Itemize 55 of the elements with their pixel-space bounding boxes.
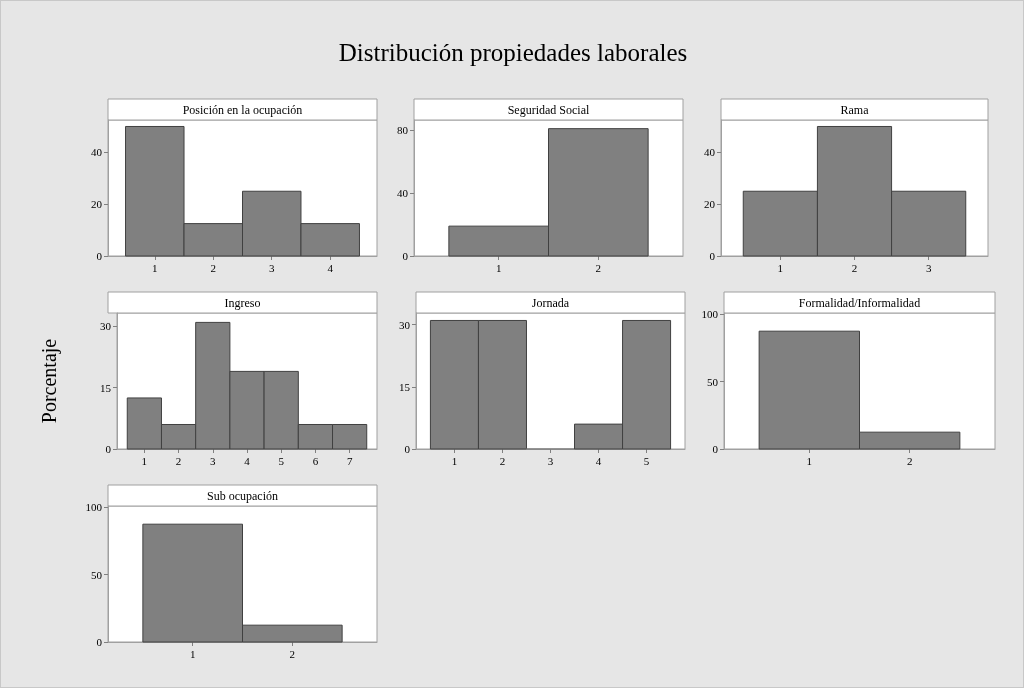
x-tick-label: 1 (495, 261, 502, 274)
y-tick-label: 0 (105, 443, 112, 455)
y-tick-label: 30 (100, 320, 112, 333)
chart-title: Rama (840, 102, 870, 117)
text: Distribución propiedades laborales (337, 39, 689, 67)
y-tick-label: 80 (397, 124, 409, 137)
chart-title: Sub ocupación (207, 488, 278, 503)
chart-title: Seguridad Social (507, 102, 590, 117)
y-tick-label: 100 (85, 501, 103, 514)
y-tick-label: 15 (399, 380, 411, 393)
x-tick-label: 1 (152, 261, 158, 274)
y-tick-label: 50 (707, 375, 719, 388)
chart-title: Formalidad/Informalidad (798, 295, 921, 310)
x-tick-label: 1 (777, 261, 784, 274)
x-tick-label: 2 (851, 261, 858, 274)
y-tick-label: 0 (96, 250, 103, 262)
chart-title: Posición en la ocupación (182, 102, 303, 117)
x-tick-label: 1 (141, 454, 148, 467)
x-tick-label: 4 (244, 454, 251, 467)
y-tick-label: 50 (91, 568, 103, 581)
y-tick-label: 0 (404, 443, 411, 455)
x-tick-label: 7 (346, 454, 353, 467)
y-tick-label: 0 (712, 443, 719, 455)
x-tick-label: 2 (289, 647, 296, 660)
y-axis-title: Porcentaje (38, 338, 61, 424)
x-tick-label: 2 (210, 261, 217, 274)
x-tick-label: 3 (210, 454, 217, 467)
y-tick-label: 100 (701, 308, 719, 321)
x-tick-label: 6 (312, 454, 319, 467)
y-tick-label: 40 (397, 187, 409, 200)
y-tick-label: 15 (100, 381, 112, 394)
y-tick-label: 0 (402, 250, 409, 262)
x-tick-label: 2 (595, 261, 602, 274)
y-tick-label: 0 (709, 250, 716, 262)
x-tick-label: 3 (925, 261, 932, 274)
x-tick-label: 1 (189, 647, 196, 660)
x-tick-label: 2 (906, 454, 913, 467)
y-tick-label: 40 (704, 146, 716, 159)
x-tick-label: 3 (268, 261, 275, 274)
x-tick-label: 3 (547, 454, 554, 467)
x-tick-label: 2 (175, 454, 182, 467)
y-tick-label: 40 (91, 146, 103, 159)
chart-title: Jornada (531, 295, 570, 310)
x-tick-label: 5 (278, 454, 285, 467)
x-tick-label: 1 (806, 454, 813, 467)
y-tick-label: 30 (399, 318, 411, 331)
y-tick-label: 20 (704, 198, 716, 211)
x-tick-label: 4 (595, 454, 602, 467)
y-tick-label: 20 (91, 198, 103, 211)
y-tick-label: 0 (96, 636, 103, 648)
chart-title: Ingreso (224, 295, 261, 310)
x-tick-label: 2 (499, 454, 506, 467)
x-tick-label: 4 (327, 261, 334, 274)
x-tick-label: 5 (643, 454, 650, 467)
x-tick-label: 1 (451, 454, 458, 467)
